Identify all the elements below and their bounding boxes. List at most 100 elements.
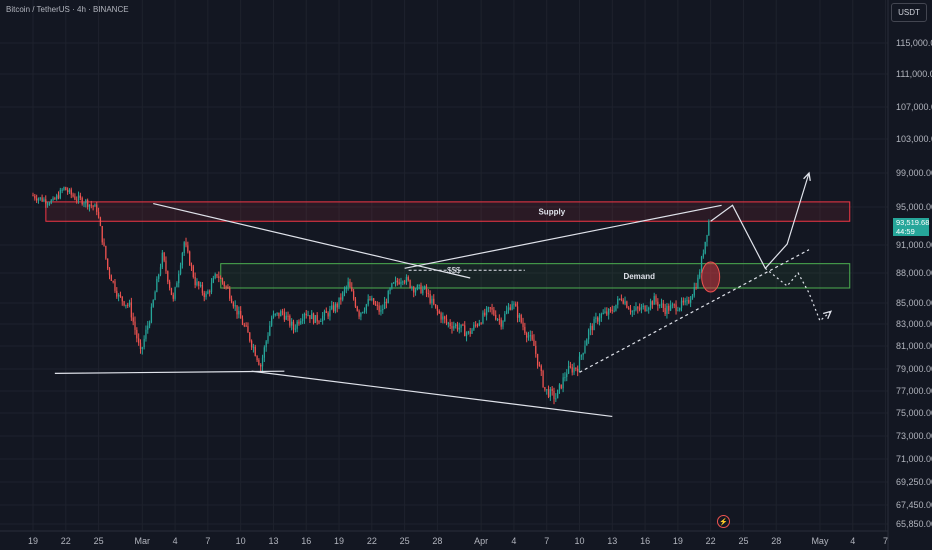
candle-body <box>669 305 672 311</box>
candle-body <box>638 308 641 310</box>
candle-body <box>688 300 690 303</box>
candle-body <box>236 305 238 315</box>
candle-body <box>374 304 377 306</box>
candle-body <box>449 322 451 327</box>
candle-body <box>520 314 522 323</box>
candle-body <box>34 195 36 199</box>
candle-body <box>567 366 570 374</box>
candle-body <box>480 323 482 325</box>
candle-body <box>689 299 692 303</box>
candle-body <box>447 322 449 324</box>
candle-body <box>538 365 541 367</box>
time-tick-label: 10 <box>236 536 246 546</box>
candle-body <box>352 291 355 299</box>
candle-body <box>629 309 632 312</box>
candle-body <box>148 322 151 326</box>
candle-body <box>136 329 138 339</box>
time-tick-label: 16 <box>640 536 650 546</box>
candle-body <box>280 311 282 317</box>
candle-body <box>513 303 515 305</box>
time-tick-label: 13 <box>268 536 278 546</box>
candle-body <box>252 346 255 348</box>
candle-body <box>219 278 222 280</box>
time-tick-label: 19 <box>334 536 344 546</box>
candle-body <box>107 258 109 269</box>
candle-body <box>489 307 491 309</box>
candle-body <box>496 319 499 321</box>
candle-body <box>79 195 82 198</box>
candle-body <box>41 197 43 202</box>
candle-body <box>90 204 92 206</box>
candle-body <box>210 282 213 292</box>
candle-body <box>81 197 83 205</box>
candle-body <box>509 307 511 310</box>
candle-body <box>433 298 435 305</box>
candle-body <box>445 318 448 323</box>
time-axis[interactable]: 19 22 25 Mar 4 7 10 13 16 19 22 25 28 Apr 4 7 10 13 16 19 22… <box>28 536 888 546</box>
currency-button[interactable]: USDT <box>891 3 927 22</box>
candle-body <box>662 303 664 308</box>
candle-body <box>387 290 389 304</box>
candle-body <box>571 367 573 373</box>
candle-body <box>458 327 460 330</box>
time-tick-label: 4 <box>850 536 855 546</box>
candle-body <box>478 323 480 326</box>
candle-body <box>128 302 131 306</box>
candle-body <box>403 281 406 283</box>
candle-body <box>48 203 51 205</box>
candle-body <box>141 347 143 349</box>
candle-body <box>673 304 675 306</box>
candle-body <box>294 328 296 330</box>
time-tick-label: 19 <box>28 536 38 546</box>
price-tick-label: 95,000.00 <box>896 202 932 212</box>
candle-body <box>54 198 56 200</box>
candle-body <box>303 313 306 319</box>
candle-body <box>686 300 688 302</box>
candle-body <box>631 311 633 313</box>
candle-body <box>524 326 526 334</box>
candle-body <box>558 384 561 390</box>
candle-body <box>132 317 134 322</box>
candle-body <box>591 325 593 331</box>
candle-body <box>595 317 597 319</box>
time-tick-label: 28 <box>771 536 781 546</box>
candle-body <box>613 310 615 312</box>
candle-body <box>256 356 258 361</box>
candle-body <box>427 293 429 295</box>
candle-body <box>85 200 87 204</box>
candle-body <box>88 204 91 207</box>
candle-body <box>347 281 349 287</box>
candle-body <box>212 278 214 283</box>
candle-body <box>243 324 245 326</box>
candle-body <box>495 314 497 320</box>
candle-body <box>582 352 584 356</box>
candle-body <box>267 335 269 342</box>
candle-body <box>644 305 646 311</box>
candle-body <box>602 313 604 315</box>
candle-body <box>557 389 559 399</box>
candle-body <box>553 390 555 399</box>
candle-body <box>598 317 601 322</box>
candle-body <box>178 273 180 284</box>
price-axis[interactable]: 115,000.00 111,000.00 107,000.00 103,000.00… <box>896 38 932 529</box>
candle-body <box>684 300 686 303</box>
candle-body <box>360 312 362 317</box>
candle-body <box>183 242 185 253</box>
time-tick-label: 25 <box>400 536 410 546</box>
candle-body <box>283 312 286 320</box>
flash-icon[interactable]: ⚡ <box>717 515 730 528</box>
time-tick-label: 22 <box>706 536 716 546</box>
candle-body <box>254 346 256 357</box>
lower-trendline <box>251 370 613 418</box>
candle-body <box>551 389 553 391</box>
candle-body <box>659 304 661 306</box>
candle-body <box>378 305 380 312</box>
candle-body <box>83 203 85 205</box>
candle-body <box>562 377 564 389</box>
candle-body <box>314 315 316 323</box>
candle-body <box>342 292 344 300</box>
candle-body <box>354 298 357 307</box>
candle-body <box>362 312 364 314</box>
time-tick-label: 13 <box>607 536 617 546</box>
